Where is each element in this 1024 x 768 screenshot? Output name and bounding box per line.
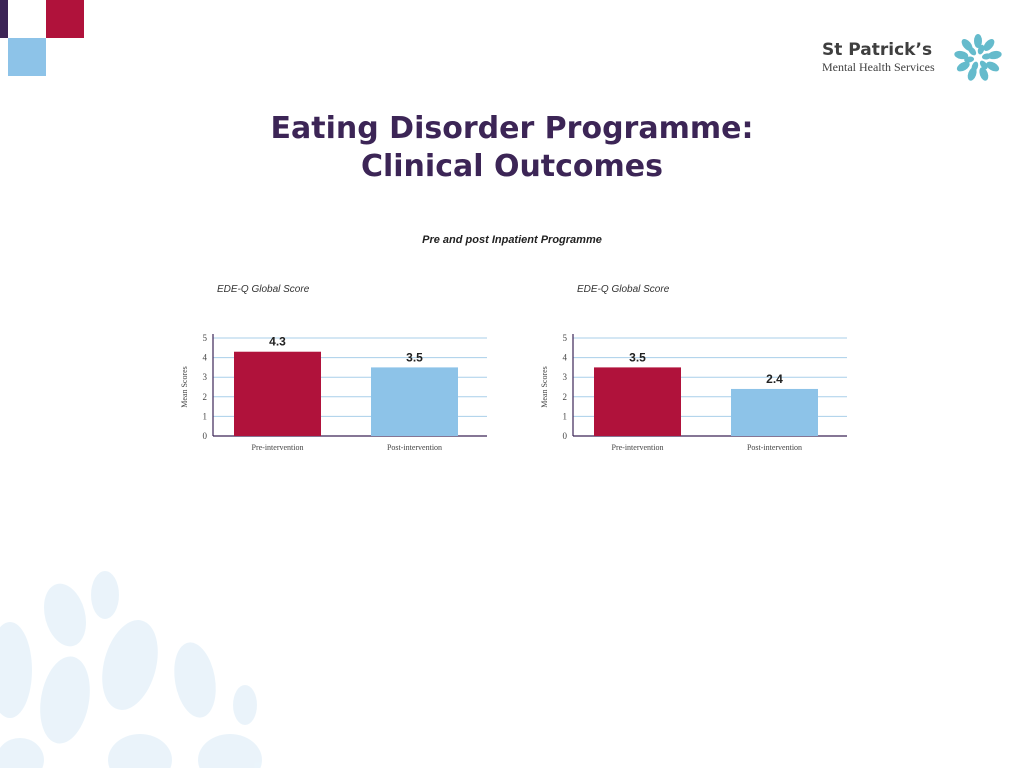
x-tick-label: Post-intervention [747,443,802,452]
flower-logo-icon [954,34,1002,81]
y-tick-label: 5 [563,333,568,343]
corner-square-blue [8,38,46,76]
bar-post [371,367,458,436]
bar-pre [234,351,321,436]
brand-subtitle: Mental Health Services [822,60,935,74]
brand-logo: St Patrick’s Mental Health Services [820,30,1010,86]
leaf-decoration [0,571,262,768]
y-tick-label: 2 [563,392,568,402]
x-tick-label: Pre-intervention [612,443,664,452]
brand-name: St Patrick’s [822,40,933,60]
y-tick-label: 5 [203,333,208,343]
y-tick-label: 1 [203,411,208,421]
page-title-line2: Clinical Outcomes [360,149,664,184]
y-axis-label: Mean Scores [540,366,549,408]
bar-value-label: 3.5 [406,350,423,364]
y-axis-label: Mean Scores [180,366,189,408]
corner-square-crimson [46,0,84,38]
bar-value-label: 2.4 [766,372,783,386]
chart-group-subtitle: Pre and post Inpatient Programme [422,234,602,246]
y-tick-label: 4 [203,353,208,363]
y-tick-label: 1 [563,411,568,421]
y-tick-label: 4 [563,353,568,363]
y-tick-label: 0 [203,431,208,441]
chart-title: EDE-Q Global Score [577,284,670,295]
bar-chart-2: EDE-Q Global Score 0 1 2 3 4 5 Mean Scores 3.5 Pr… [540,284,847,452]
x-tick-label: Post-intervention [387,443,442,452]
bar-chart-1: EDE-Q Global Score 0 1 2 3 4 5 Mean Scores 4.3 Pr… [180,284,487,452]
x-tick-label: Pre-intervention [252,443,304,452]
page-title: Eating Disorder Programme: Clinical Outc… [0,110,1024,186]
page-title-line1: Eating Disorder Programme: [270,111,754,146]
y-tick-label: 0 [563,431,568,441]
chart-title: EDE-Q Global Score [217,284,310,295]
bar-pre [594,367,681,436]
bar-post [731,388,818,436]
bar-value-label: 4.3 [269,335,286,349]
y-tick-label: 3 [563,372,568,382]
corner-square-purple [0,0,8,38]
corner-decoration [0,0,84,76]
bar-value-label: 3.5 [629,350,646,364]
y-tick-label: 2 [203,392,208,402]
y-tick-label: 3 [203,372,208,382]
